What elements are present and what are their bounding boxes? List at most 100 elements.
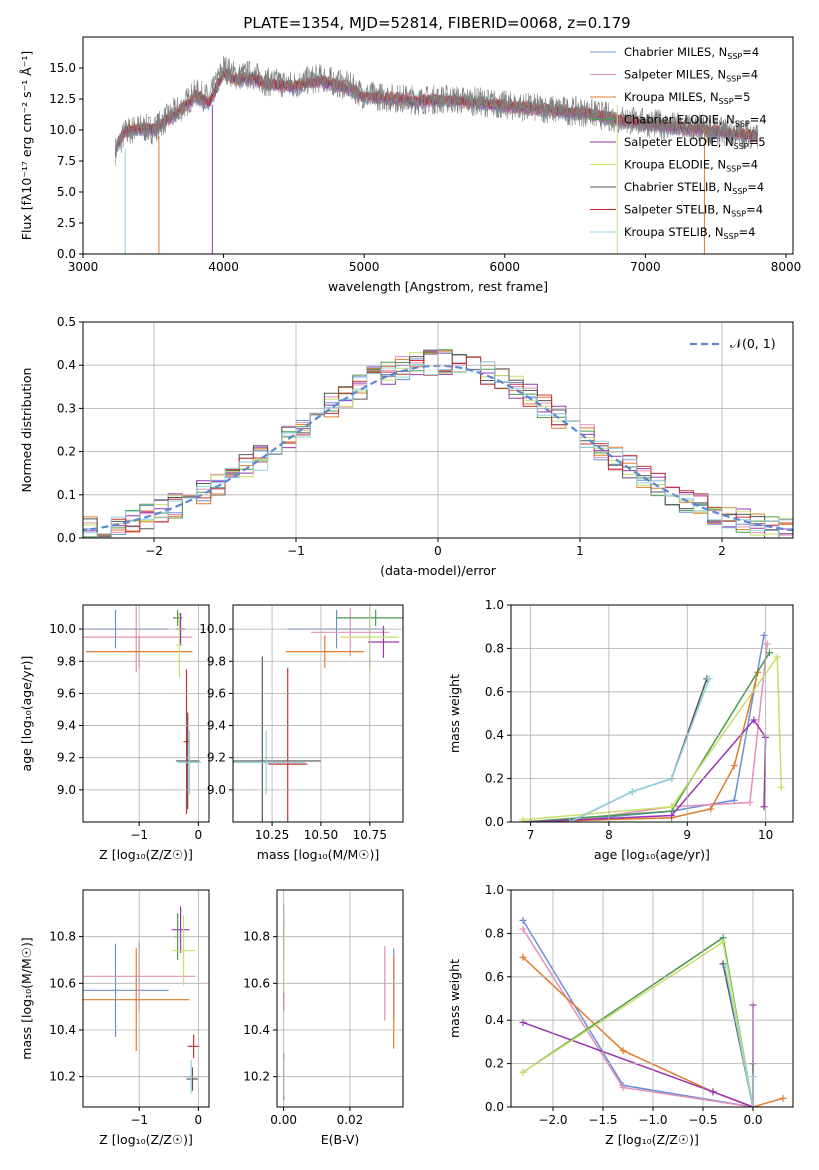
panel-spectrum: 3000 4000 5000 6000 7000 8000 0.0 2.5 5.0 7.5 10.0… <box>19 36 801 294</box>
x-tick-label: −0.5 <box>688 1113 717 1127</box>
legend-entry: Kroupa ELODIE, NSSP=4 <box>624 158 758 174</box>
y-tick-label: 9.6 <box>207 686 226 700</box>
legend-suffix: =5 <box>749 135 766 149</box>
y-tick-label: 0.2 <box>485 772 504 786</box>
axes-frame <box>276 889 404 1108</box>
y-tick-label: 0.4 <box>57 358 76 372</box>
legend-suffix: =4 <box>739 225 756 239</box>
legend-entry: 𝒩(0, 1) <box>730 336 776 351</box>
legend-suffix: =5 <box>734 90 751 104</box>
legend-suffix: =4 <box>750 113 767 127</box>
y-tick-label: 5.0 <box>57 185 76 199</box>
x-tick-label: 2 <box>718 544 726 558</box>
y-tick-label: 0.1 <box>57 488 76 502</box>
legend-sub: SSP <box>732 187 747 196</box>
legend-suffix: =4 <box>742 45 759 59</box>
legend-sub: SSP <box>724 232 739 241</box>
x-tick-label: 0.0 <box>743 1113 762 1127</box>
y-axis-label: mass weight <box>447 959 462 1038</box>
legend-entry: Chabrier ELODIE, NSSP=4 <box>624 113 767 129</box>
legend-suffix: =4 <box>746 203 763 217</box>
data-spectrum <box>115 56 759 167</box>
y-tick-label: 1.0 <box>485 883 504 897</box>
legend-sub: SSP <box>734 142 749 151</box>
legend-name: Salpeter STELIB, N <box>624 203 731 217</box>
legend-entry: Chabrier MILES, NSSP=4 <box>624 45 759 61</box>
x-tick-label: 4000 <box>208 260 239 274</box>
weight-line <box>522 644 768 822</box>
legend-entry: Salpeter STELIB, NSSP=4 <box>624 203 763 219</box>
weight-line <box>522 920 754 1107</box>
x-tick-label: 6000 <box>490 260 521 274</box>
weight-line <box>530 672 759 822</box>
legend-sub: SSP <box>719 97 734 106</box>
legend-sub: SSP <box>726 75 741 84</box>
legend-suffix: =4 <box>741 158 758 172</box>
y-axis-label: Normed distribution <box>19 368 34 493</box>
x-tick-label: −2.0 <box>538 1113 567 1127</box>
legend-name: Chabrier MILES, N <box>624 45 727 59</box>
legend-sub: SSP <box>735 120 750 129</box>
x-tick-label: 1 <box>576 544 584 558</box>
weight-line <box>522 928 754 1107</box>
y-tick-label: 10.4 <box>243 1023 270 1037</box>
y-tick-label: 9.2 <box>207 751 226 765</box>
x-tick-label: −1 <box>287 544 305 558</box>
plot-area-age-vs-mass <box>233 605 403 822</box>
panel-age-vs-Z: −1 0 9.0 9.2 9.4 9.6 9.8 10.0 Z [log₁₀(Z/Z☉)] age… <box>19 604 210 862</box>
axes-frame <box>82 36 794 255</box>
legend-name: Salpeter MILES, N <box>624 68 726 82</box>
x-axis-label: age [log₁₀(age/yr)] <box>594 847 710 862</box>
x-axis-label: mass [log₁₀(M/M☉)] <box>257 847 379 862</box>
legend-entry: Chabrier STELIB, NSSP=4 <box>624 180 764 196</box>
y-tick-label: 15.0 <box>49 61 76 75</box>
panel-mass-vs-Z: −1 0 10.2 10.4 10.6 10.8 Z [log₁₀(Z/Z☉)] mass [… <box>19 889 210 1147</box>
y-tick-label: 9.2 <box>57 751 76 765</box>
legend-sub: SSP <box>726 165 741 174</box>
legend-sub: SSP <box>731 210 746 219</box>
y-tick-label: 7.5 <box>57 154 76 168</box>
x-tick-label: 0.00 <box>270 1113 297 1127</box>
legend-entry: Kroupa STELIB, NSSP=4 <box>624 225 755 241</box>
legend-sub: SSP <box>727 52 742 61</box>
x-tick-label: 0 <box>195 828 203 842</box>
x-tick-label: −1 <box>130 828 148 842</box>
panel-weight-vs-Z: −2.0 −1.5 −1.0 −0.5 0.0 0.0 0.2 0.4 0.6 0.8 1.0 Z [… <box>447 883 794 1147</box>
legend-name: Kroupa ELODIE, N <box>624 158 726 172</box>
x-tick-label: 0 <box>434 544 442 558</box>
y-tick-label: 0.4 <box>485 728 504 742</box>
legend-name: Chabrier ELODIE, N <box>624 113 735 127</box>
weight-line <box>776 657 783 788</box>
x-tick-label: 7000 <box>630 260 661 274</box>
weight-line <box>522 635 765 822</box>
plot-area-mass-vs-EBV <box>283 904 395 1100</box>
y-tick-label: 0.8 <box>485 641 504 655</box>
y-tick-label: 0.6 <box>485 685 504 699</box>
weight-line <box>724 965 754 1107</box>
legend-name: Kroupa STELIB, N <box>624 225 724 239</box>
y-tick-label: 0.6 <box>485 970 504 984</box>
axes-frame <box>82 604 210 823</box>
y-tick-label: 9.6 <box>57 686 76 700</box>
y-tick-label: 0.0 <box>485 815 504 829</box>
y-tick-label: 0.3 <box>57 401 76 415</box>
x-tick-label: −1 <box>130 1113 148 1127</box>
x-axis-label: Z [log₁₀(Z/Z☉)] <box>99 847 193 862</box>
y-tick-label: 9.8 <box>207 654 226 668</box>
y-tick-label: 0.5 <box>57 315 76 329</box>
y-tick-label: 9.4 <box>207 719 226 733</box>
y-tick-label: 0.4 <box>485 1013 504 1027</box>
panel-weight-vs-age: 7 8 9 10 0.0 0.2 0.4 0.6 0.8 1.0 age [log₁₀(age/yr… <box>447 598 794 862</box>
x-tick-label: 3000 <box>68 260 99 274</box>
x-tick-label: −1.5 <box>588 1113 617 1127</box>
y-tick-label: 10.0 <box>49 123 76 137</box>
plot-area-spectrum <box>114 56 759 254</box>
x-tick-label: 9 <box>683 828 691 842</box>
weight-line <box>522 936 754 1107</box>
x-tick-label: 0.02 <box>337 1113 364 1127</box>
panel-mass-vs-EBV: 0.00 0.02 10.2 10.4 10.6 10.8 E(B-V) <box>243 889 404 1147</box>
x-axis-label: wavelength [Angstrom, rest frame] <box>328 279 548 294</box>
x-tick-label: 10.50 <box>304 828 338 842</box>
